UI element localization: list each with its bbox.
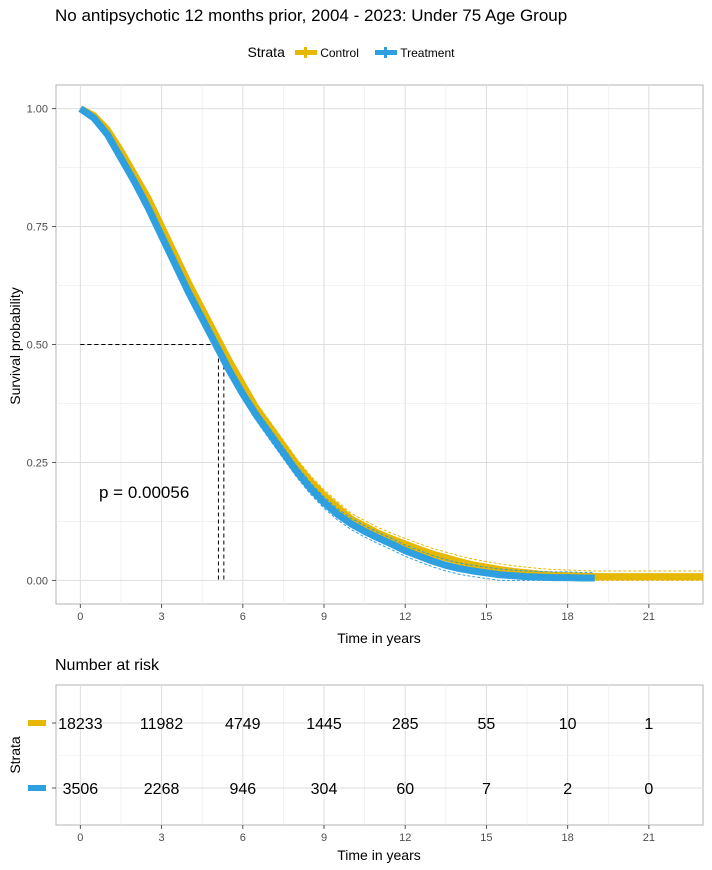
x-tick-label: 12 <box>399 611 411 623</box>
survival-plot: 0 3 6 9 12 15 18 21 0.00 0.25 0.50 0.75 1.00 p = 0.0… <box>7 84 704 646</box>
risk-cell: 11982 <box>140 716 183 733</box>
x-tick-label: 6 <box>240 611 246 623</box>
risk-cell: 3506 <box>63 781 99 798</box>
legend: Strata Control Treatment <box>0 44 712 60</box>
legend-label-treatment: Treatment <box>400 46 455 60</box>
legend-key-control <box>295 45 318 59</box>
risk-x-tick-label: 6 <box>240 832 246 844</box>
risk-cell: 4749 <box>225 716 261 733</box>
risk-cell: 18233 <box>58 716 103 733</box>
x-tick-label: 18 <box>562 611 574 623</box>
risk-x-tick-label: 12 <box>399 832 411 844</box>
risk-cell: 2268 <box>144 781 180 798</box>
axes: 0 3 6 9 12 15 18 21 0.00 0.25 0.50 0.75 1.00 <box>27 104 655 623</box>
x-axis-label: Time in years <box>337 630 421 646</box>
risk-axes: 0 3 6 9 12 15 18 21 <box>28 720 655 844</box>
risk-cell: 285 <box>392 716 419 733</box>
risk-panel <box>55 684 704 826</box>
risk-cell: 60 <box>396 781 414 798</box>
risk-cell: 55 <box>478 716 496 733</box>
risk-cell: 10 <box>559 716 577 733</box>
series-line-treatment <box>78 105 595 582</box>
risk-cells: 18233 11982 4749 1445 285 55 10 1 3506 2268 946 304… <box>58 716 653 798</box>
risk-x-axis-label: Time in years <box>337 847 421 863</box>
risk-table-title: Number at risk <box>55 657 160 674</box>
median-lines <box>80 344 225 581</box>
y-axis-label: Survival probability <box>7 287 23 405</box>
legend-title: Strata <box>247 44 285 60</box>
risk-cell: 0 <box>644 781 653 798</box>
y-tick-label: 0.00 <box>27 575 48 587</box>
risk-x-tick-label: 0 <box>77 832 83 844</box>
x-tick-label: 3 <box>159 611 165 623</box>
risk-cell: 1445 <box>306 716 342 733</box>
risk-x-tick-label: 3 <box>159 832 165 844</box>
risk-x-tick-label: 9 <box>321 832 327 844</box>
risk-cell: 2 <box>563 781 572 798</box>
risk-y-axis-label: Strata <box>7 736 23 774</box>
y-tick-label: 0.25 <box>27 457 48 469</box>
ci-upper-control <box>80 108 703 572</box>
risk-x-tick-label: 18 <box>562 832 574 844</box>
x-tick-label: 15 <box>480 611 492 623</box>
risk-grid <box>56 685 703 825</box>
y-tick-label: 0.50 <box>27 340 48 352</box>
risk-row-key-treatment <box>28 785 46 791</box>
p-value-annotation: p = 0.00056 <box>99 483 189 502</box>
risk-row-key-control <box>28 720 46 726</box>
legend-label-control: Control <box>320 46 359 60</box>
risk-cell: 946 <box>229 781 256 798</box>
risk-x-tick-label: 15 <box>480 832 492 844</box>
y-tick-label: 1.00 <box>27 104 48 116</box>
x-tick-label: 21 <box>643 611 655 623</box>
x-tick-label: 0 <box>77 611 83 623</box>
risk-cell: 1 <box>644 716 653 733</box>
risk-cell: 7 <box>482 781 491 798</box>
series-group <box>78 105 703 582</box>
risk-cell: 304 <box>311 781 338 798</box>
y-tick-label: 0.75 <box>27 222 48 234</box>
x-tick-label: 9 <box>321 611 327 623</box>
chart-title: No antipsychotic 12 months prior, 2004 -… <box>55 6 568 25</box>
ci-lower-treatment <box>80 109 595 581</box>
legend-key-treatment <box>375 45 398 59</box>
risk-x-tick-label: 21 <box>643 832 655 844</box>
